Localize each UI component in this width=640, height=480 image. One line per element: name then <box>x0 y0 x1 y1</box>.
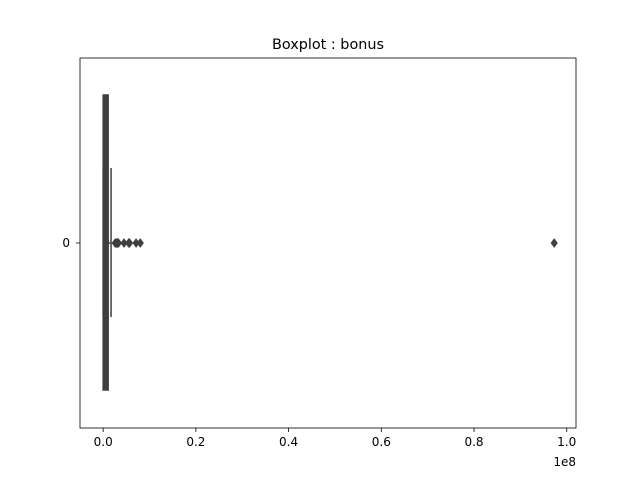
x-tick-label: 0.2 <box>186 435 205 449</box>
plot-area <box>102 94 558 391</box>
y-tick-label: 0 <box>62 236 70 250</box>
x-tick-label: 0.4 <box>279 435 298 449</box>
axes-frame <box>79 57 577 429</box>
y-axis: 0 <box>62 236 80 250</box>
outlier-point <box>550 238 558 248</box>
x-tick-label: 1.0 <box>557 435 576 449</box>
x-tick-label: 0.0 <box>94 435 113 449</box>
outlier-point <box>136 238 144 248</box>
outlier-point <box>125 238 134 248</box>
outlier-point <box>114 238 123 248</box>
x-axis: 0.0 0.2 0.4 0.6 0.8 1.0 <box>94 428 576 449</box>
x-axis-offset-label: 1e8 <box>553 455 576 469</box>
x-tick-label: 0.8 <box>464 435 483 449</box>
x-tick-label: 0.6 <box>372 435 391 449</box>
chart-title: Boxplot : bonus <box>272 37 384 53</box>
outlier-point <box>120 238 128 248</box>
